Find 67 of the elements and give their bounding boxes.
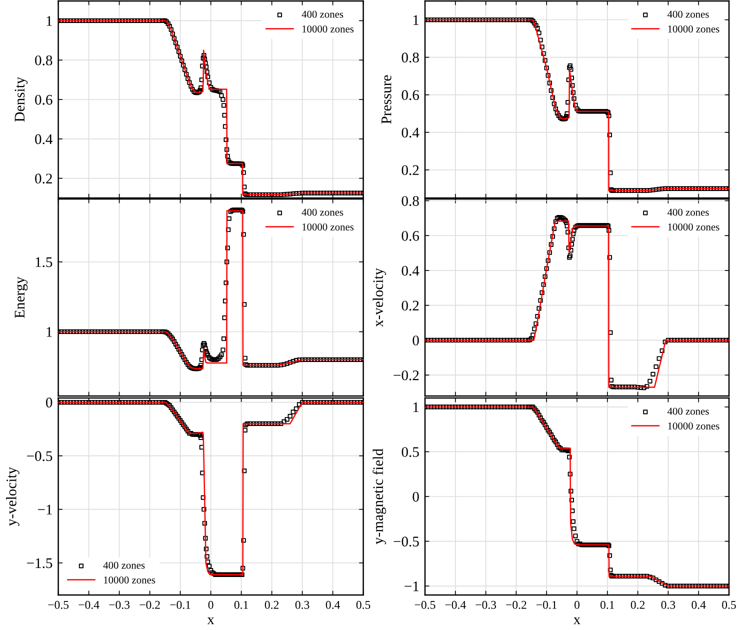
x-tick-label: 0.1 [234,600,248,609]
y-tick-label: 0 [412,336,419,346]
x-tick-label: −0.2 [140,600,160,609]
y-tick-label: 0.4 [402,266,420,276]
legend-label: 400 zones [667,208,709,216]
legend-label: 10000 zones [668,223,720,230]
y-tick-label: 0.6 [402,90,420,100]
legend-label: 400 zones [103,562,145,569]
x-tick-label: 0.1 [600,600,614,609]
legend-label: 10000 zones [668,422,720,430]
y-axis-title: x-velocity [372,268,386,327]
y-tick-label: 0.4 [35,134,53,144]
x-tick-label: −0.3 [109,600,130,609]
legend-label: 10000 zones [104,576,156,584]
y-tick-label: 1 [413,402,419,412]
x-tick-label: 0.3 [295,600,310,609]
x-tick-label: 0 [574,600,580,609]
y-tick-label: 0.2 [35,174,52,184]
y-tick-label: 0.8 [402,52,419,63]
y-tick-label: 0 [46,398,52,408]
y-axis-title: y-velocity [6,466,20,526]
x-tick-label: 0.4 [326,600,340,609]
x-tick-label: −0.2 [506,600,526,609]
legend-label: 400 zones [302,208,344,216]
y-tick-label: −0.5 [27,451,52,462]
legend-label: 10000 zones [668,25,720,32]
y-tick-label: 1 [46,327,52,337]
x-tick-label: 0.4 [692,600,706,609]
x-tick-label: 0 [208,600,214,609]
x-tick-label: 0.5 [356,600,370,609]
x-tick-label: −0.4 [78,600,100,609]
legend-label: 400 zones [667,10,709,18]
y-tick-label: −1 [404,581,419,592]
y-tick-label: 1.5 [36,257,52,268]
y-axis-title: Energy [14,276,28,318]
legend-label: 10000 zones [302,223,354,230]
x-tick-label: 0.3 [661,600,676,609]
y-tick-label: −0.5 [394,536,419,547]
y-tick-label: 0 [412,492,419,502]
y-axis-title: Pressure [382,75,392,124]
y-tick-label: 0.4 [402,128,420,138]
y-tick-label: 0.5 [402,447,419,457]
y-tick-label: 0.2 [402,300,419,311]
y-tick-label: 0.6 [35,94,52,105]
legend-label: 10000 zones [302,25,354,32]
y-tick-label: 1 [46,16,52,26]
x-tick-label: −0.4 [445,600,466,609]
y-tick-label: 0.2 [402,165,419,176]
x-tick-label: 0.5 [722,600,736,609]
x-tick-label: −0.1 [170,600,190,609]
y-axis-title: y-magnetic field [372,448,386,544]
x-axis-title: x [207,617,214,624]
y-tick-label: −1.5 [27,558,52,568]
y-tick-label: 1 [413,15,419,25]
y-tick-label: 0.8 [35,55,52,66]
y-axis-title: Density [14,76,28,122]
y-tick-label: −0.2 [394,370,419,380]
x-tick-label: 0.2 [264,600,279,609]
legend-label: 400 zones [667,408,709,415]
x-tick-label: −0.1 [536,600,557,609]
y-tick-label: 0.8 [402,196,419,206]
x-tick-label: 0.2 [630,600,645,609]
y-tick-label: −1 [38,504,52,514]
x-axis-title: x [573,617,580,624]
x-tick-label: −0.3 [476,600,496,609]
legend-label: 400 zones [302,10,344,18]
y-tick-label: 0.6 [402,230,420,241]
